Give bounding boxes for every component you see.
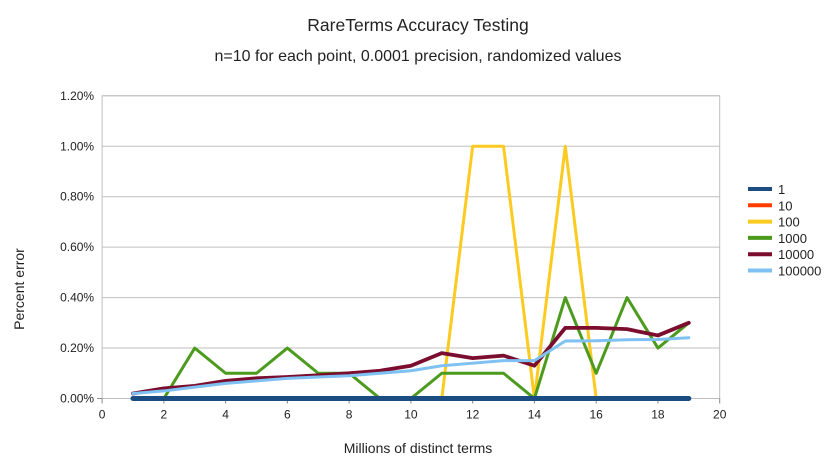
svg-text:10: 10 xyxy=(404,408,418,422)
svg-text:100000: 100000 xyxy=(778,264,821,279)
svg-text:10: 10 xyxy=(778,198,792,213)
svg-text:0.20%: 0.20% xyxy=(60,341,94,355)
svg-text:4: 4 xyxy=(222,408,229,422)
svg-text:1.00%: 1.00% xyxy=(60,139,94,153)
svg-text:20: 20 xyxy=(713,408,727,422)
svg-text:6: 6 xyxy=(284,408,291,422)
svg-text:100: 100 xyxy=(778,215,800,230)
svg-text:10000: 10000 xyxy=(778,247,814,262)
svg-text:0.40%: 0.40% xyxy=(60,291,94,305)
svg-text:0.60%: 0.60% xyxy=(60,240,94,254)
svg-text:18: 18 xyxy=(651,408,665,422)
svg-text:1: 1 xyxy=(778,182,785,197)
svg-text:2: 2 xyxy=(161,408,168,422)
svg-text:0.00%: 0.00% xyxy=(60,392,94,406)
svg-text:0.80%: 0.80% xyxy=(60,190,94,204)
svg-text:1000: 1000 xyxy=(778,231,807,246)
svg-text:1.20%: 1.20% xyxy=(60,89,94,103)
svg-text:12: 12 xyxy=(466,408,480,422)
svg-text:0: 0 xyxy=(99,408,106,422)
svg-text:16: 16 xyxy=(590,408,604,422)
svg-text:14: 14 xyxy=(528,408,542,422)
svg-text:8: 8 xyxy=(346,408,353,422)
